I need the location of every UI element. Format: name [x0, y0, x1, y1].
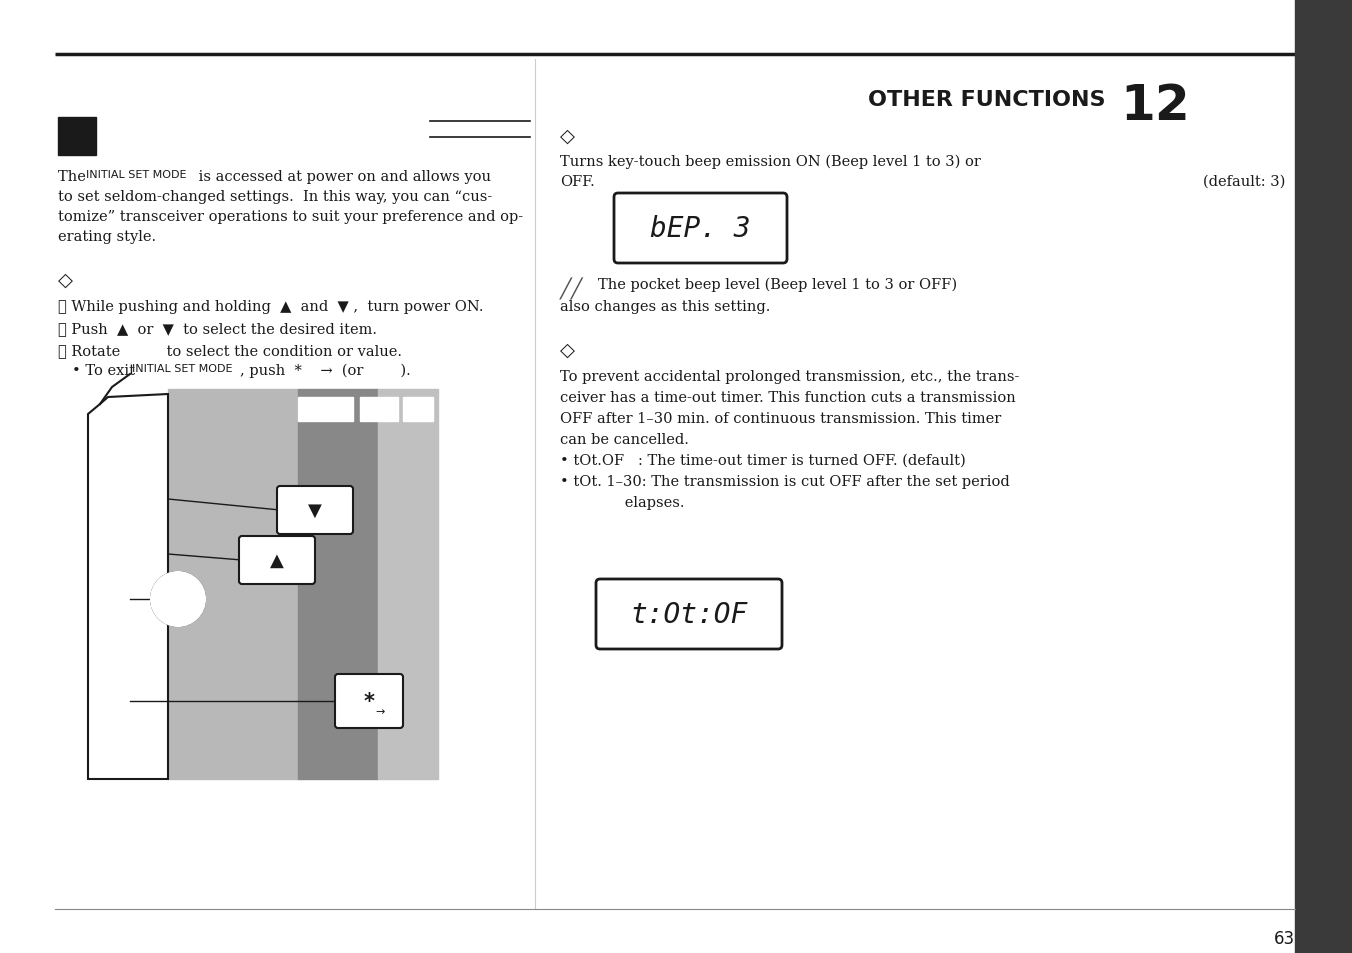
Text: erating style.: erating style. [58, 230, 155, 244]
Text: ╱╱: ╱╱ [560, 277, 584, 300]
Text: to set seldom-changed settings.  In this way, you can “cus-: to set seldom-changed settings. In this … [58, 190, 492, 204]
Text: • To exit: • To exit [72, 364, 139, 377]
Text: OTHER FUNCTIONS: OTHER FUNCTIONS [868, 90, 1105, 110]
Text: 12: 12 [1119, 82, 1190, 130]
Bar [403, 397, 433, 421]
Text: ② Push  ▲  or  ▼  to select the desired item.: ② Push ▲ or ▼ to select the desired item… [58, 322, 377, 335]
Text: The pocket beep level (Beep level 1 to 3 or OFF): The pocket beep level (Beep level 1 to 3… [598, 277, 957, 292]
Text: can be cancelled.: can be cancelled. [560, 433, 690, 447]
Text: INITIAL SET MODE: INITIAL SET MODE [132, 364, 233, 374]
Text: tomize” transceiver operations to suit your preference and op-: tomize” transceiver operations to suit y… [58, 210, 523, 224]
Bar [1295, 0, 1352, 953]
Text: ◇: ◇ [560, 128, 575, 146]
Text: • tOt.OF   : The time-out timer is turned OFF. (default): • tOt.OF : The time-out timer is turned … [560, 454, 965, 468]
Bar [297, 390, 379, 780]
Text: 63: 63 [1274, 929, 1295, 947]
Text: ◇: ◇ [58, 272, 73, 290]
Text: OFF after 1–30 min. of continuous transmission. This timer: OFF after 1–30 min. of continuous transm… [560, 412, 1002, 426]
Text: OFF.: OFF. [560, 174, 595, 189]
FancyBboxPatch shape [596, 579, 781, 649]
Text: →: → [375, 706, 384, 717]
Text: bEP. 3: bEP. 3 [650, 214, 750, 243]
Text: ① While pushing and holding  ▲  and  ▼ ,  turn power ON.: ① While pushing and holding ▲ and ▼ , tu… [58, 299, 484, 314]
FancyBboxPatch shape [277, 486, 353, 535]
Bar [360, 397, 397, 421]
Text: , push  *    →  (or        ).: , push * → (or ). [241, 364, 411, 378]
Text: elapses.: elapses. [560, 496, 684, 510]
Text: INITIAL SET MODE: INITIAL SET MODE [87, 170, 187, 180]
Text: The: The [58, 170, 91, 184]
FancyBboxPatch shape [239, 537, 315, 584]
Text: t:Ot:OF: t:Ot:OF [630, 600, 748, 628]
Text: ③ Rotate          to select the condition or value.: ③ Rotate to select the condition or valu… [58, 344, 402, 357]
Text: ▲: ▲ [270, 552, 284, 569]
Bar [379, 390, 438, 780]
Text: ◇: ◇ [560, 341, 575, 359]
Bar [297, 397, 353, 421]
Text: *: * [364, 691, 375, 711]
Text: • tOt. 1–30: The transmission is cut OFF after the set period: • tOt. 1–30: The transmission is cut OFF… [560, 475, 1010, 489]
Text: ceiver has a time-out timer. This function cuts a transmission: ceiver has a time-out timer. This functi… [560, 391, 1015, 405]
FancyBboxPatch shape [335, 675, 403, 728]
Text: To prevent accidental prolonged transmission, etc., the trans-: To prevent accidental prolonged transmis… [560, 370, 1019, 384]
Text: Turns key-touch beep emission ON (Beep level 1 to 3) or: Turns key-touch beep emission ON (Beep l… [560, 154, 980, 170]
Bar [168, 390, 297, 780]
Text: is accessed at power on and allows you: is accessed at power on and allows you [193, 170, 491, 184]
Text: also changes as this setting.: also changes as this setting. [560, 299, 771, 314]
Circle shape [151, 573, 206, 626]
Text: (default: 3): (default: 3) [1203, 174, 1284, 189]
FancyBboxPatch shape [614, 193, 787, 264]
Bar [58, 118, 96, 156]
Text: ▼: ▼ [308, 501, 322, 519]
